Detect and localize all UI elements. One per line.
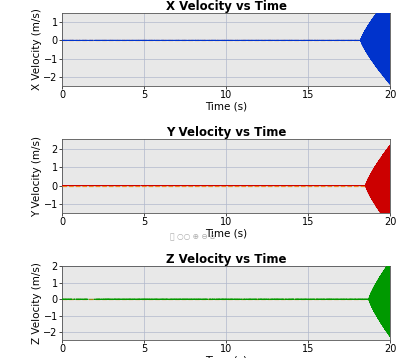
Title: Y Velocity vs Time: Y Velocity vs Time	[166, 126, 286, 139]
X-axis label: Time (s): Time (s)	[205, 229, 247, 239]
Text: ⤡ ○○ ⊕ ⊖ ⌂: ⤡ ○○ ⊕ ⊖ ⌂	[170, 233, 214, 242]
Title: X Velocity vs Time: X Velocity vs Time	[166, 0, 286, 13]
Y-axis label: Y Velocity (m/s): Y Velocity (m/s)	[32, 136, 42, 217]
X-axis label: Time (s): Time (s)	[205, 102, 247, 112]
X-axis label: Time (s): Time (s)	[205, 355, 247, 358]
Y-axis label: X Velocity (m/s): X Velocity (m/s)	[32, 9, 42, 90]
Y-axis label: Z Velocity (m/s): Z Velocity (m/s)	[32, 262, 42, 344]
Title: Z Velocity vs Time: Z Velocity vs Time	[166, 253, 286, 266]
